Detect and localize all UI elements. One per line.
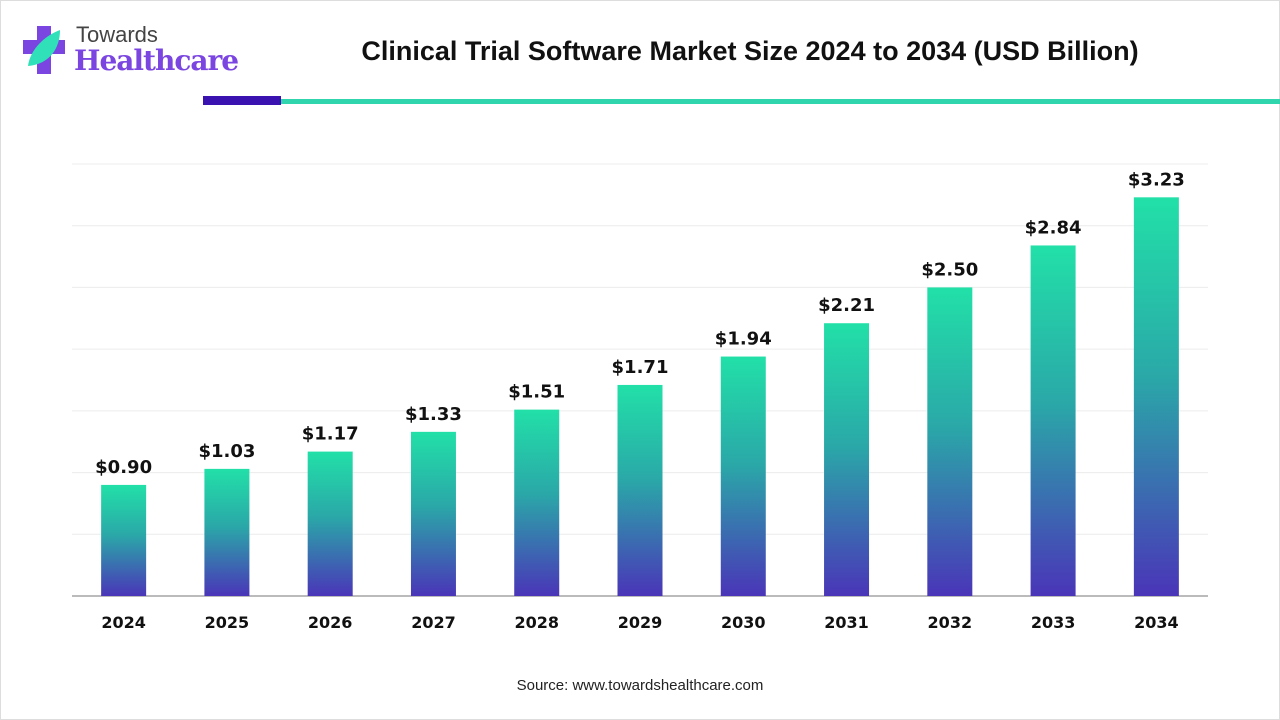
data-label-2024: $0.90	[95, 457, 152, 478]
x-tick-2028: 2028	[514, 613, 559, 632]
data-label-2026: $1.17	[302, 424, 359, 445]
bar-2033	[1030, 245, 1076, 596]
x-tick-2030: 2030	[721, 613, 766, 632]
x-tick-2031: 2031	[824, 613, 869, 632]
chart-title: Clinical Trial Software Market Size 2024…	[361, 36, 1139, 66]
bar-2031	[824, 323, 870, 596]
bar-2029	[617, 384, 663, 596]
x-tick-2033: 2033	[1031, 613, 1076, 632]
x-tick-2029: 2029	[618, 613, 663, 632]
accent-bar-teal	[281, 99, 1280, 104]
data-label-2033: $2.84	[1025, 217, 1082, 238]
x-tick-2026: 2026	[308, 613, 353, 632]
logo-line2: Healthcare	[74, 44, 239, 77]
bar-2027	[410, 431, 456, 596]
logo-line1: Towards	[76, 22, 158, 47]
logo-cross-leaf-icon	[23, 26, 65, 74]
bar-2034	[1133, 197, 1179, 596]
data-label-2030: $1.94	[715, 329, 772, 350]
x-tick-2027: 2027	[411, 613, 456, 632]
x-tick-2032: 2032	[928, 613, 973, 632]
bar-2028	[514, 409, 560, 596]
source-note: Source: www.towardshealthcare.com	[516, 677, 764, 694]
bar-2026	[307, 451, 353, 596]
bar-2032	[927, 287, 973, 596]
x-tick-2024: 2024	[101, 613, 146, 632]
data-label-2029: $1.71	[612, 357, 669, 378]
bar-2024	[101, 484, 147, 596]
x-tick-2034: 2034	[1134, 613, 1179, 632]
data-label-2028: $1.51	[508, 382, 565, 403]
bar-2030	[720, 356, 766, 596]
data-label-2032: $2.50	[921, 259, 978, 280]
bar-2025	[204, 468, 250, 596]
accent-bar-dark	[203, 96, 281, 105]
logo: Towards Healthcare	[20, 22, 240, 84]
data-label-2034: $3.23	[1128, 169, 1185, 190]
data-label-2025: $1.03	[198, 441, 255, 462]
x-tick-2025: 2025	[205, 613, 250, 632]
data-label-2031: $2.21	[818, 295, 875, 316]
data-label-2027: $1.33	[405, 404, 462, 425]
